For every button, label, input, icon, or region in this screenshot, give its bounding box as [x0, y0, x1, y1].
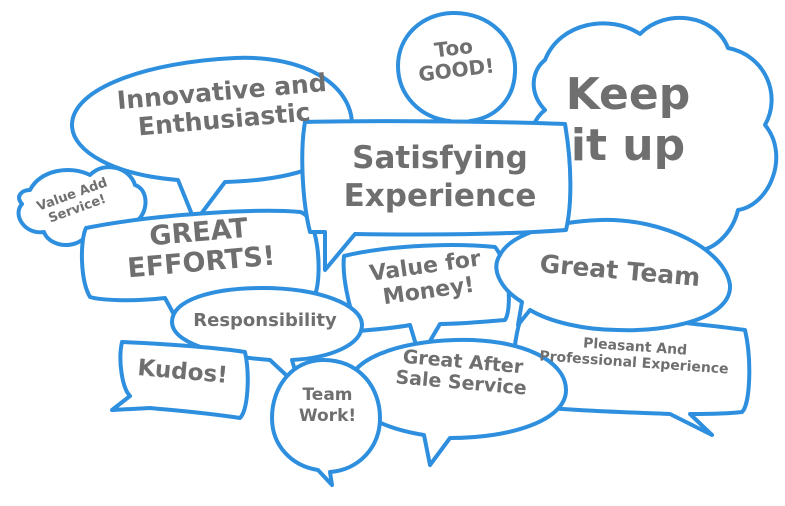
satisfying-text: Satisfying Experience — [343, 140, 537, 214]
keep-it-up-text: Keep it up — [565, 69, 691, 171]
great-team-bubble — [494, 217, 733, 333]
team-work-bubble — [270, 358, 382, 487]
team-work-text: Team Work! — [298, 385, 357, 427]
responsibility-text: Responsibility — [193, 310, 337, 331]
innovative-bubble — [70, 55, 354, 224]
satisfying-bubble — [300, 119, 573, 272]
kudos-bubble — [110, 340, 250, 420]
